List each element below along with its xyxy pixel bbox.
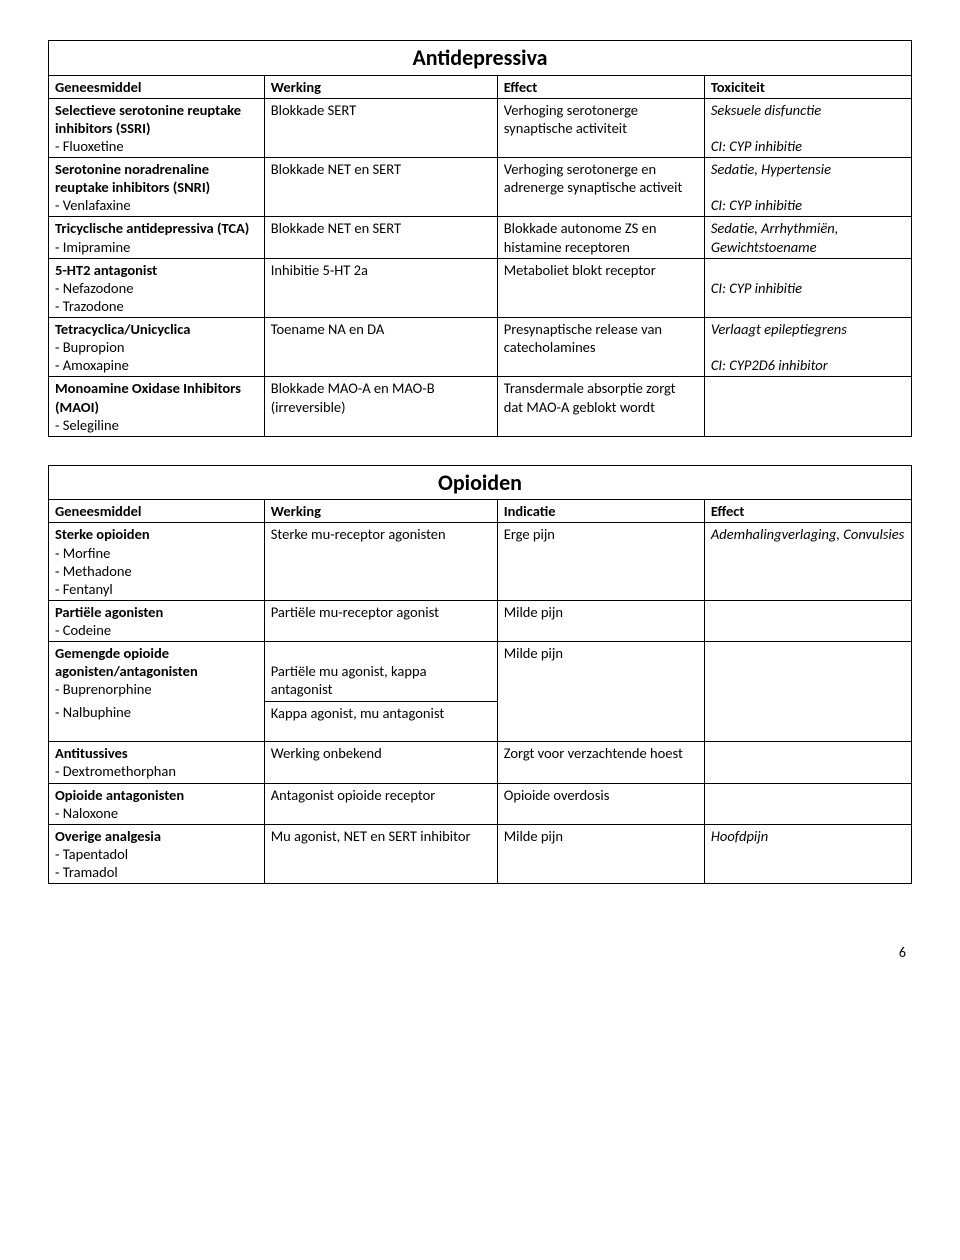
cell xyxy=(704,783,911,824)
cell: Kappa agonist, mu antagonist xyxy=(264,701,497,742)
cell: Mu agonist, NET en SERT inhibitor xyxy=(264,824,497,883)
drug-class: Tricyclische antidepressiva (TCA) xyxy=(55,219,249,237)
col-header: Werking xyxy=(264,75,497,98)
drug-list: - Nefazodone- Trazodone xyxy=(55,279,133,315)
col-header: Geneesmiddel xyxy=(49,75,265,98)
drug-class: Selectieve serotonine reuptake inhibitor… xyxy=(55,101,241,137)
col-header: Toxiciteit xyxy=(704,75,911,98)
col-header: Indicatie xyxy=(497,500,704,523)
drug-list: - Imipramine xyxy=(55,238,130,256)
cell: Antagonist opioide receptor xyxy=(264,783,497,824)
tox-line: CI: CYP inhibitie xyxy=(711,279,802,297)
cell: Milde pijn xyxy=(497,824,704,883)
table-row: Sterke opioiden- Morfine- Methadone- Fen… xyxy=(49,523,912,601)
cell: Inhibitie 5-HT 2a xyxy=(264,258,497,317)
drug-list: - Venlafaxine xyxy=(55,196,131,214)
drug-class: Opioide antagonisten xyxy=(55,786,184,804)
page-number: 6 xyxy=(48,944,912,961)
drug-list: - Tapentadol- Tramadol xyxy=(55,845,128,881)
drug-list: - Buprenorphine xyxy=(55,680,152,698)
table1-header-row: Geneesmiddel Werking Effect Toxiciteit xyxy=(49,75,912,98)
cell: Partiële mu-receptor agonist xyxy=(264,600,497,641)
cell xyxy=(704,642,911,742)
cell xyxy=(704,600,911,641)
cell: Milde pijn xyxy=(497,600,704,641)
tox-line: CI: CYP inhibitie xyxy=(711,137,802,155)
cell: Blokkade SERT xyxy=(264,98,497,157)
cell: Erge pijn xyxy=(497,523,704,601)
table-row: Opioide antagonisten- Naloxone Antagonis… xyxy=(49,783,912,824)
cell: Werking onbekend xyxy=(264,742,497,783)
table-row: Selectieve serotonine reuptake inhibitor… xyxy=(49,98,912,157)
table2-title: Opioiden xyxy=(49,465,912,500)
tox-line: CI: CYP inhibitie xyxy=(711,196,802,214)
antidepressiva-table: Antidepressiva Geneesmiddel Werking Effe… xyxy=(48,40,912,437)
drug-list: - Morfine- Methadone- Fentanyl xyxy=(55,544,132,598)
tox-line: Sedatie, Arrhythmiën, Gewichtstoename xyxy=(711,219,838,255)
drug-list: - Codeine xyxy=(55,621,111,639)
opioiden-table: Opioiden Geneesmiddel Werking Indicatie … xyxy=(48,465,912,884)
cell: Blokkade MAO-A en MAO-B (irreversible) xyxy=(264,377,497,436)
table-row: Serotonine noradrenaline reuptake inhibi… xyxy=(49,158,912,217)
tox-line: Verlaagt epileptiegrens xyxy=(711,320,847,338)
col-header: Werking xyxy=(264,500,497,523)
cell: Opioide overdosis xyxy=(497,783,704,824)
col-header: Geneesmiddel xyxy=(49,500,265,523)
table-row: Antitussives- Dextromethorphan Werking o… xyxy=(49,742,912,783)
cell: Verhoging serotonerge en adrenerge synap… xyxy=(497,158,704,217)
cell: Toename NA en DA xyxy=(264,318,497,377)
table-row: Tricyclische antidepressiva (TCA)- Imipr… xyxy=(49,217,912,258)
drug-class: Partiële agonisten xyxy=(55,603,163,621)
drug-list: - Dextromethorphan xyxy=(55,762,176,780)
cell: Blokkade NET en SERT xyxy=(264,158,497,217)
col-header: Effect xyxy=(497,75,704,98)
drug-class: Serotonine noradrenaline reuptake inhibi… xyxy=(55,160,210,196)
cell: Blokkade NET en SERT xyxy=(264,217,497,258)
drug-class: 5-HT2 antagonist xyxy=(55,261,157,279)
table-row: Monoamine Oxidase Inhibitors (MAOI)- Sel… xyxy=(49,377,912,436)
drug-list: - Naloxone xyxy=(55,804,118,822)
table-row: Gemengde opioide agonisten/antagonisten-… xyxy=(49,642,912,701)
cell: Presynaptische release van catecholamine… xyxy=(497,318,704,377)
drug-class: Gemengde opioide agonisten/antagonisten xyxy=(55,644,198,680)
table-row: Overige analgesia- Tapentadol- Tramadol … xyxy=(49,824,912,883)
cell: Ademhalingverlaging, Convulsies xyxy=(704,523,911,601)
drug-class: Tetracyclica/Unicyclica xyxy=(55,320,190,338)
cell: Partiële mu agonist, kappa antagonist xyxy=(264,642,497,701)
cell: Sterke mu-receptor agonisten xyxy=(264,523,497,601)
drug-class: Antitussives xyxy=(55,744,128,762)
table2-header-row: Geneesmiddel Werking Indicatie Effect xyxy=(49,500,912,523)
tox-line: Sedatie, Hypertensie xyxy=(711,160,831,178)
table-row: Tetracyclica/Unicyclica- Bupropion- Amox… xyxy=(49,318,912,377)
drug-class: Overige analgesia xyxy=(55,827,161,845)
tox-line: Seksuele disfunctie xyxy=(711,101,821,119)
cell xyxy=(704,742,911,783)
table-row: 5-HT2 antagonist- Nefazodone- Trazodone … xyxy=(49,258,912,317)
cell: Zorgt voor verzachtende hoest xyxy=(497,742,704,783)
cell: Hoofdpijn xyxy=(704,824,911,883)
col-header: Effect xyxy=(704,500,911,523)
drug-list: - Nalbuphine xyxy=(55,703,131,721)
table-row: Partiële agonisten- Codeine Partiële mu-… xyxy=(49,600,912,641)
cell: Metaboliet blokt receptor xyxy=(497,258,704,317)
drug-class: Monoamine Oxidase Inhibitors (MAOI) xyxy=(55,379,241,415)
drug-list: - Fluoxetine xyxy=(55,137,124,155)
drug-class: Sterke opioiden xyxy=(55,525,150,543)
cell: Milde pijn xyxy=(497,642,704,742)
table1-title: Antidepressiva xyxy=(49,41,912,76)
cell: Verhoging serotonerge synaptische activi… xyxy=(497,98,704,157)
drug-list: - Bupropion- Amoxapine xyxy=(55,338,129,374)
tox-line: CI: CYP2D6 inhibitor xyxy=(711,356,828,374)
cell: Blokkade autonome ZS en histamine recept… xyxy=(497,217,704,258)
drug-list: - Selegiline xyxy=(55,416,119,434)
cell: Transdermale absorptie zorgt dat MAO-A g… xyxy=(497,377,704,436)
